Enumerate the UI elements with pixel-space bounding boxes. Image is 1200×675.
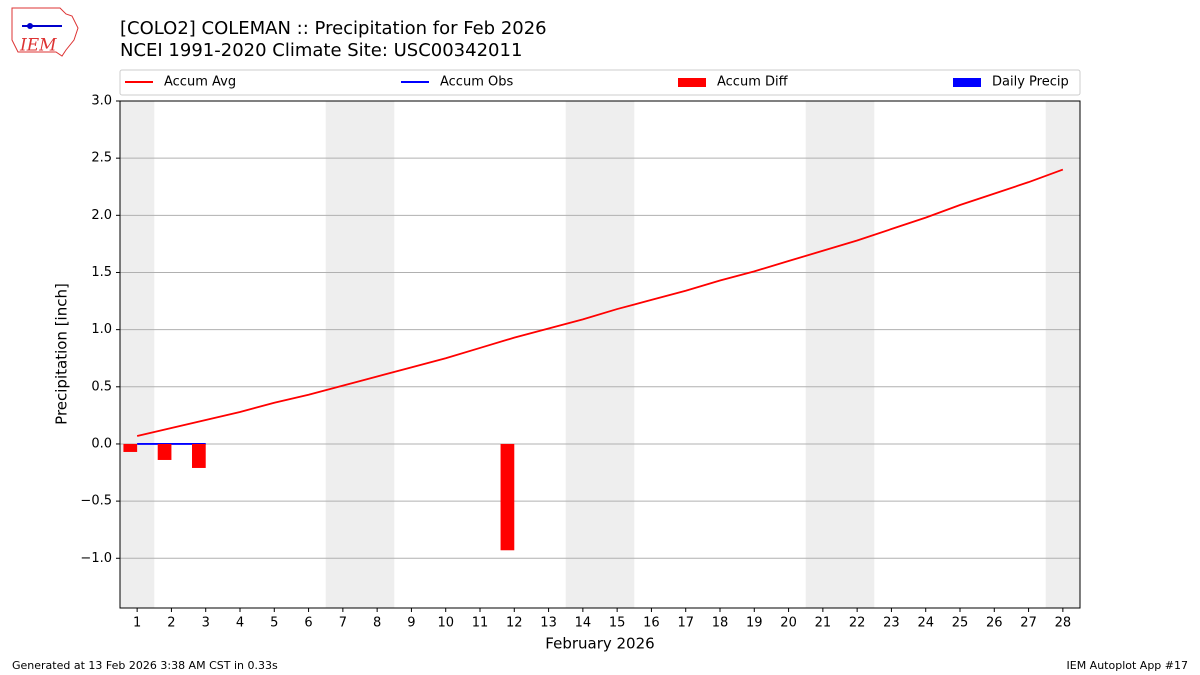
x-tick-label: 24: [917, 616, 934, 631]
y-tick-label: 2.0: [91, 208, 112, 223]
chart-title: [COLO2] COLEMAN :: Precipitation for Feb…: [120, 18, 547, 39]
x-tick-label: 5: [270, 616, 278, 631]
x-tick-label: 28: [1055, 616, 1072, 631]
x-tick-label: 8: [373, 616, 381, 631]
x-tick-label: 15: [609, 616, 626, 631]
y-tick-label: 3.0: [91, 94, 112, 109]
weekend-shade: [565, 101, 635, 608]
y-axis-label: Precipitation [inch]: [53, 283, 71, 425]
footer-left: Generated at 13 Feb 2026 3:38 AM CST in …: [12, 659, 278, 672]
x-tick-label: 16: [643, 616, 660, 631]
x-tick-label: 11: [472, 616, 489, 631]
chart-subtitle: NCEI 1991-2020 Climate Site: USC00342011: [120, 40, 522, 61]
x-axis-label: February 2026: [545, 635, 654, 653]
x-tick-label: 3: [202, 616, 210, 631]
weekend-shade: [1045, 101, 1080, 608]
x-tick-label: 14: [575, 616, 592, 631]
x-tick-label: 26: [986, 616, 1003, 631]
x-tick-label: 2: [167, 616, 175, 631]
x-tick-label: 23: [883, 616, 900, 631]
legend-label: Accum Obs: [440, 75, 513, 90]
weekend-shade: [805, 101, 875, 608]
x-tick-label: 7: [339, 616, 347, 631]
y-tick-label: −0.5: [80, 494, 112, 509]
x-tick-label: 20: [780, 616, 797, 631]
x-tick-label: 12: [506, 616, 523, 631]
x-tick-label: 19: [746, 616, 763, 631]
x-tick-label: 1: [133, 616, 141, 631]
logo-text: IEM: [19, 36, 57, 56]
weekend-shade: [120, 101, 155, 608]
x-tick-label: 13: [540, 616, 557, 631]
legend-swatch: [953, 78, 981, 87]
legend-swatch: [678, 78, 706, 87]
y-tick-label: 1.5: [91, 265, 112, 280]
x-tick-label: 10: [437, 616, 454, 631]
x-tick-label: 21: [815, 616, 832, 631]
footer-right: IEM Autoplot App #17: [1067, 659, 1189, 672]
x-tick-label: 6: [304, 616, 312, 631]
x-tick-label: 25: [952, 616, 969, 631]
logo-outline: [11, 7, 79, 57]
legend-label: Accum Avg: [164, 75, 236, 90]
weekend-shade: [325, 101, 395, 608]
plot-area: [120, 100, 1080, 608]
bar: [157, 443, 172, 460]
y-tick-label: 0.5: [91, 379, 112, 394]
legend-label: Accum Diff: [717, 75, 789, 90]
x-tick-label: 9: [407, 616, 415, 631]
line: [136, 168, 1064, 437]
plot-frame: [119, 100, 1081, 609]
bar: [192, 443, 206, 468]
x-tick-label: 27: [1020, 616, 1037, 631]
x-tick-label: 4: [236, 616, 244, 631]
x-tick-label: 18: [712, 616, 729, 631]
y-tick-label: −1.0: [80, 551, 112, 566]
x-tick-label: 17: [677, 616, 694, 631]
legend-label: Daily Precip: [992, 75, 1069, 90]
bar: [123, 443, 138, 452]
bar: [500, 443, 515, 551]
y-tick-label: 1.0: [91, 322, 112, 337]
legend-box: [119, 69, 1081, 96]
logo: IEM: [11, 7, 79, 57]
y-tick-label: 2.5: [91, 151, 112, 166]
logo-dot: [27, 23, 33, 29]
x-tick-label: 22: [849, 616, 866, 631]
y-tick-label: 0.0: [91, 436, 112, 451]
